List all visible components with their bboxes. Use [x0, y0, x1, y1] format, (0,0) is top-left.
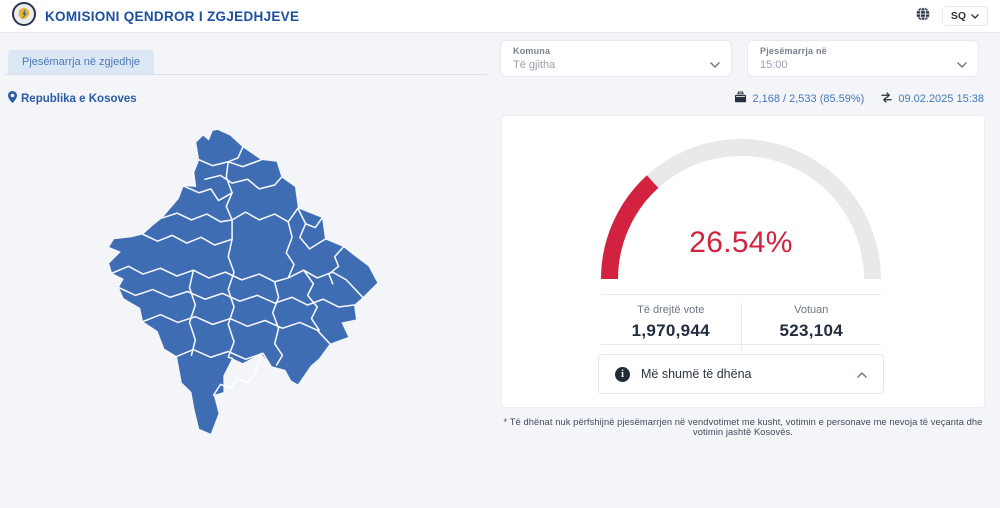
brand-home-link[interactable]: KOMISIONI QENDROR I ZGJEDHJEVE — [12, 1, 300, 31]
chevron-down-icon — [971, 10, 979, 22]
app-header: KOMISIONI QENDROR I ZGJEDHJEVE SQ — [0, 0, 1000, 33]
more-data-label: Më shumë të dhëna — [641, 367, 752, 381]
region-label: Republika e Kosoves — [21, 93, 137, 105]
last-updated-status: 09.02.2025 15:38 — [880, 90, 984, 108]
globe-icon — [916, 6, 930, 26]
eligible-voters-stat: Të drejtë vote 1,970,944 — [601, 295, 741, 358]
divider — [601, 344, 881, 345]
municipality-select[interactable]: Komuna Të gjitha — [500, 40, 732, 77]
eligible-voters-label: Të drejtë vote — [637, 304, 705, 316]
last-updated-text: 09.02.2025 15:38 — [898, 93, 984, 105]
municipality-borders — [111, 146, 364, 396]
eligible-voters-value: 1,970,944 — [631, 321, 710, 340]
footnote: * Të dhënat nuk përfshijnë pjesëmarrjen … — [503, 417, 983, 437]
participation-time-select-value: 15:00 — [760, 59, 788, 71]
location-pin-icon — [8, 90, 17, 108]
polling-stations-status: 2,168 / 2,533 (85.59%) — [734, 90, 864, 108]
chevron-down-icon — [957, 55, 967, 73]
gauge-percent-label: 26.54% — [689, 226, 793, 259]
voted-label: Votuan — [794, 304, 829, 316]
region-breadcrumb: Republika e Kosoves — [8, 90, 137, 108]
kosovo-map[interactable] — [85, 110, 385, 442]
sync-icon[interactable] — [880, 90, 893, 108]
tab-participation[interactable]: Pjesëmarrja në zgjedhje — [8, 50, 155, 74]
divider — [601, 294, 881, 295]
page-title: KOMISIONI QENDROR I ZGJEDHJEVE — [45, 8, 300, 24]
more-data-button[interactable]: i Më shumë të dhëna — [598, 354, 884, 394]
voted-stat: Votuan 523,104 — [742, 295, 882, 358]
info-icon: i — [615, 366, 630, 382]
kosovo-map-shape — [109, 129, 378, 434]
participation-time-select[interactable]: Pjesëmarrja në 15:00 — [747, 40, 979, 77]
status-row: 2,168 / 2,533 (85.59%) 09.02.2025 15:38 — [734, 90, 984, 108]
tab-participation-label: Pjesëmarrja në zgjedhje — [22, 56, 141, 68]
polling-stations-count: 2,168 / 2,533 (85.59%) — [752, 93, 865, 105]
language-select[interactable]: SQ — [941, 6, 988, 26]
gauge-value-arc — [601, 175, 659, 280]
chevron-down-icon — [710, 55, 720, 73]
tab-underline — [5, 74, 487, 75]
turnout-card: 26.54% Të drejtë vote 1,970,944 Votuan 5… — [501, 115, 985, 408]
kqz-logo — [12, 1, 36, 31]
municipality-select-label: Komuna — [513, 46, 551, 56]
language-code: SQ — [950, 10, 966, 22]
turnout-gauge: 26.54% — [601, 134, 881, 286]
municipality-select-value: Të gjitha — [513, 59, 556, 71]
chevron-up-icon — [857, 365, 867, 383]
turnout-stats: Të drejtë vote 1,970,944 Votuan 523,104 — [601, 295, 881, 358]
ballot-box-icon — [734, 90, 747, 108]
participation-time-select-label: Pjesëmarrja në — [760, 46, 827, 56]
divider — [740, 303, 742, 350]
voted-value: 523,104 — [779, 321, 844, 340]
